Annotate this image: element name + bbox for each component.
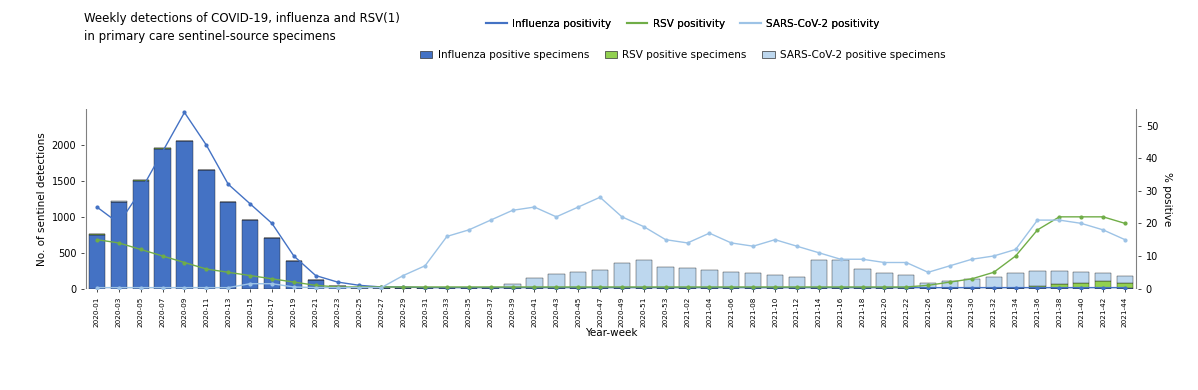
- Bar: [549, 274, 564, 288]
- Bar: [963, 279, 980, 288]
- Bar: [1073, 272, 1089, 283]
- Bar: [110, 202, 127, 289]
- Bar: [679, 268, 696, 288]
- Bar: [920, 283, 937, 288]
- Bar: [329, 286, 346, 289]
- Bar: [724, 272, 739, 288]
- Y-axis label: No. of sentinel detections: No. of sentinel detections: [37, 132, 48, 266]
- Bar: [986, 277, 1002, 288]
- Bar: [1029, 286, 1046, 289]
- Bar: [155, 148, 171, 149]
- Bar: [854, 269, 871, 288]
- Bar: [745, 273, 762, 288]
- Bar: [833, 261, 849, 288]
- Bar: [1117, 283, 1133, 289]
- Bar: [176, 142, 193, 289]
- Bar: [1008, 288, 1024, 289]
- Y-axis label: % positive: % positive: [1162, 172, 1172, 226]
- Bar: [89, 234, 105, 235]
- Bar: [570, 272, 586, 288]
- Bar: [155, 149, 171, 289]
- Bar: [1051, 271, 1067, 284]
- Bar: [285, 261, 302, 289]
- Bar: [133, 181, 149, 289]
- Bar: [942, 281, 958, 288]
- Bar: [1095, 281, 1112, 289]
- Bar: [504, 284, 521, 288]
- Bar: [1073, 283, 1089, 289]
- Bar: [876, 273, 893, 288]
- Bar: [1095, 273, 1112, 281]
- Bar: [1051, 284, 1067, 289]
- Bar: [701, 270, 718, 288]
- Bar: [1117, 276, 1133, 283]
- Bar: [1029, 271, 1046, 286]
- Bar: [592, 269, 609, 288]
- Bar: [811, 261, 827, 288]
- Bar: [767, 275, 783, 288]
- Bar: [242, 220, 259, 289]
- Legend: Influenza positive specimens, RSV positive specimens, SARS-CoV-2 positive specim: Influenza positive specimens, RSV positi…: [416, 46, 950, 64]
- Bar: [308, 280, 323, 289]
- Bar: [133, 180, 149, 181]
- Text: Weekly detections of COVID-19, influenza and RSV(1)
in primary care sentinel-sou: Weekly detections of COVID-19, influenza…: [84, 12, 400, 43]
- Bar: [220, 202, 236, 289]
- Bar: [788, 277, 805, 288]
- Legend: Influenza positivity, RSV positivity, SARS-CoV-2 positivity: Influenza positivity, RSV positivity, SA…: [482, 15, 884, 33]
- Bar: [658, 267, 673, 288]
- Bar: [613, 263, 630, 288]
- Bar: [264, 238, 280, 289]
- Bar: [898, 275, 914, 288]
- Bar: [89, 235, 105, 289]
- Bar: [198, 170, 214, 289]
- Bar: [526, 278, 543, 288]
- X-axis label: Year-week: Year-week: [585, 328, 637, 338]
- Bar: [176, 141, 193, 142]
- Bar: [1008, 273, 1024, 288]
- Bar: [636, 260, 652, 288]
